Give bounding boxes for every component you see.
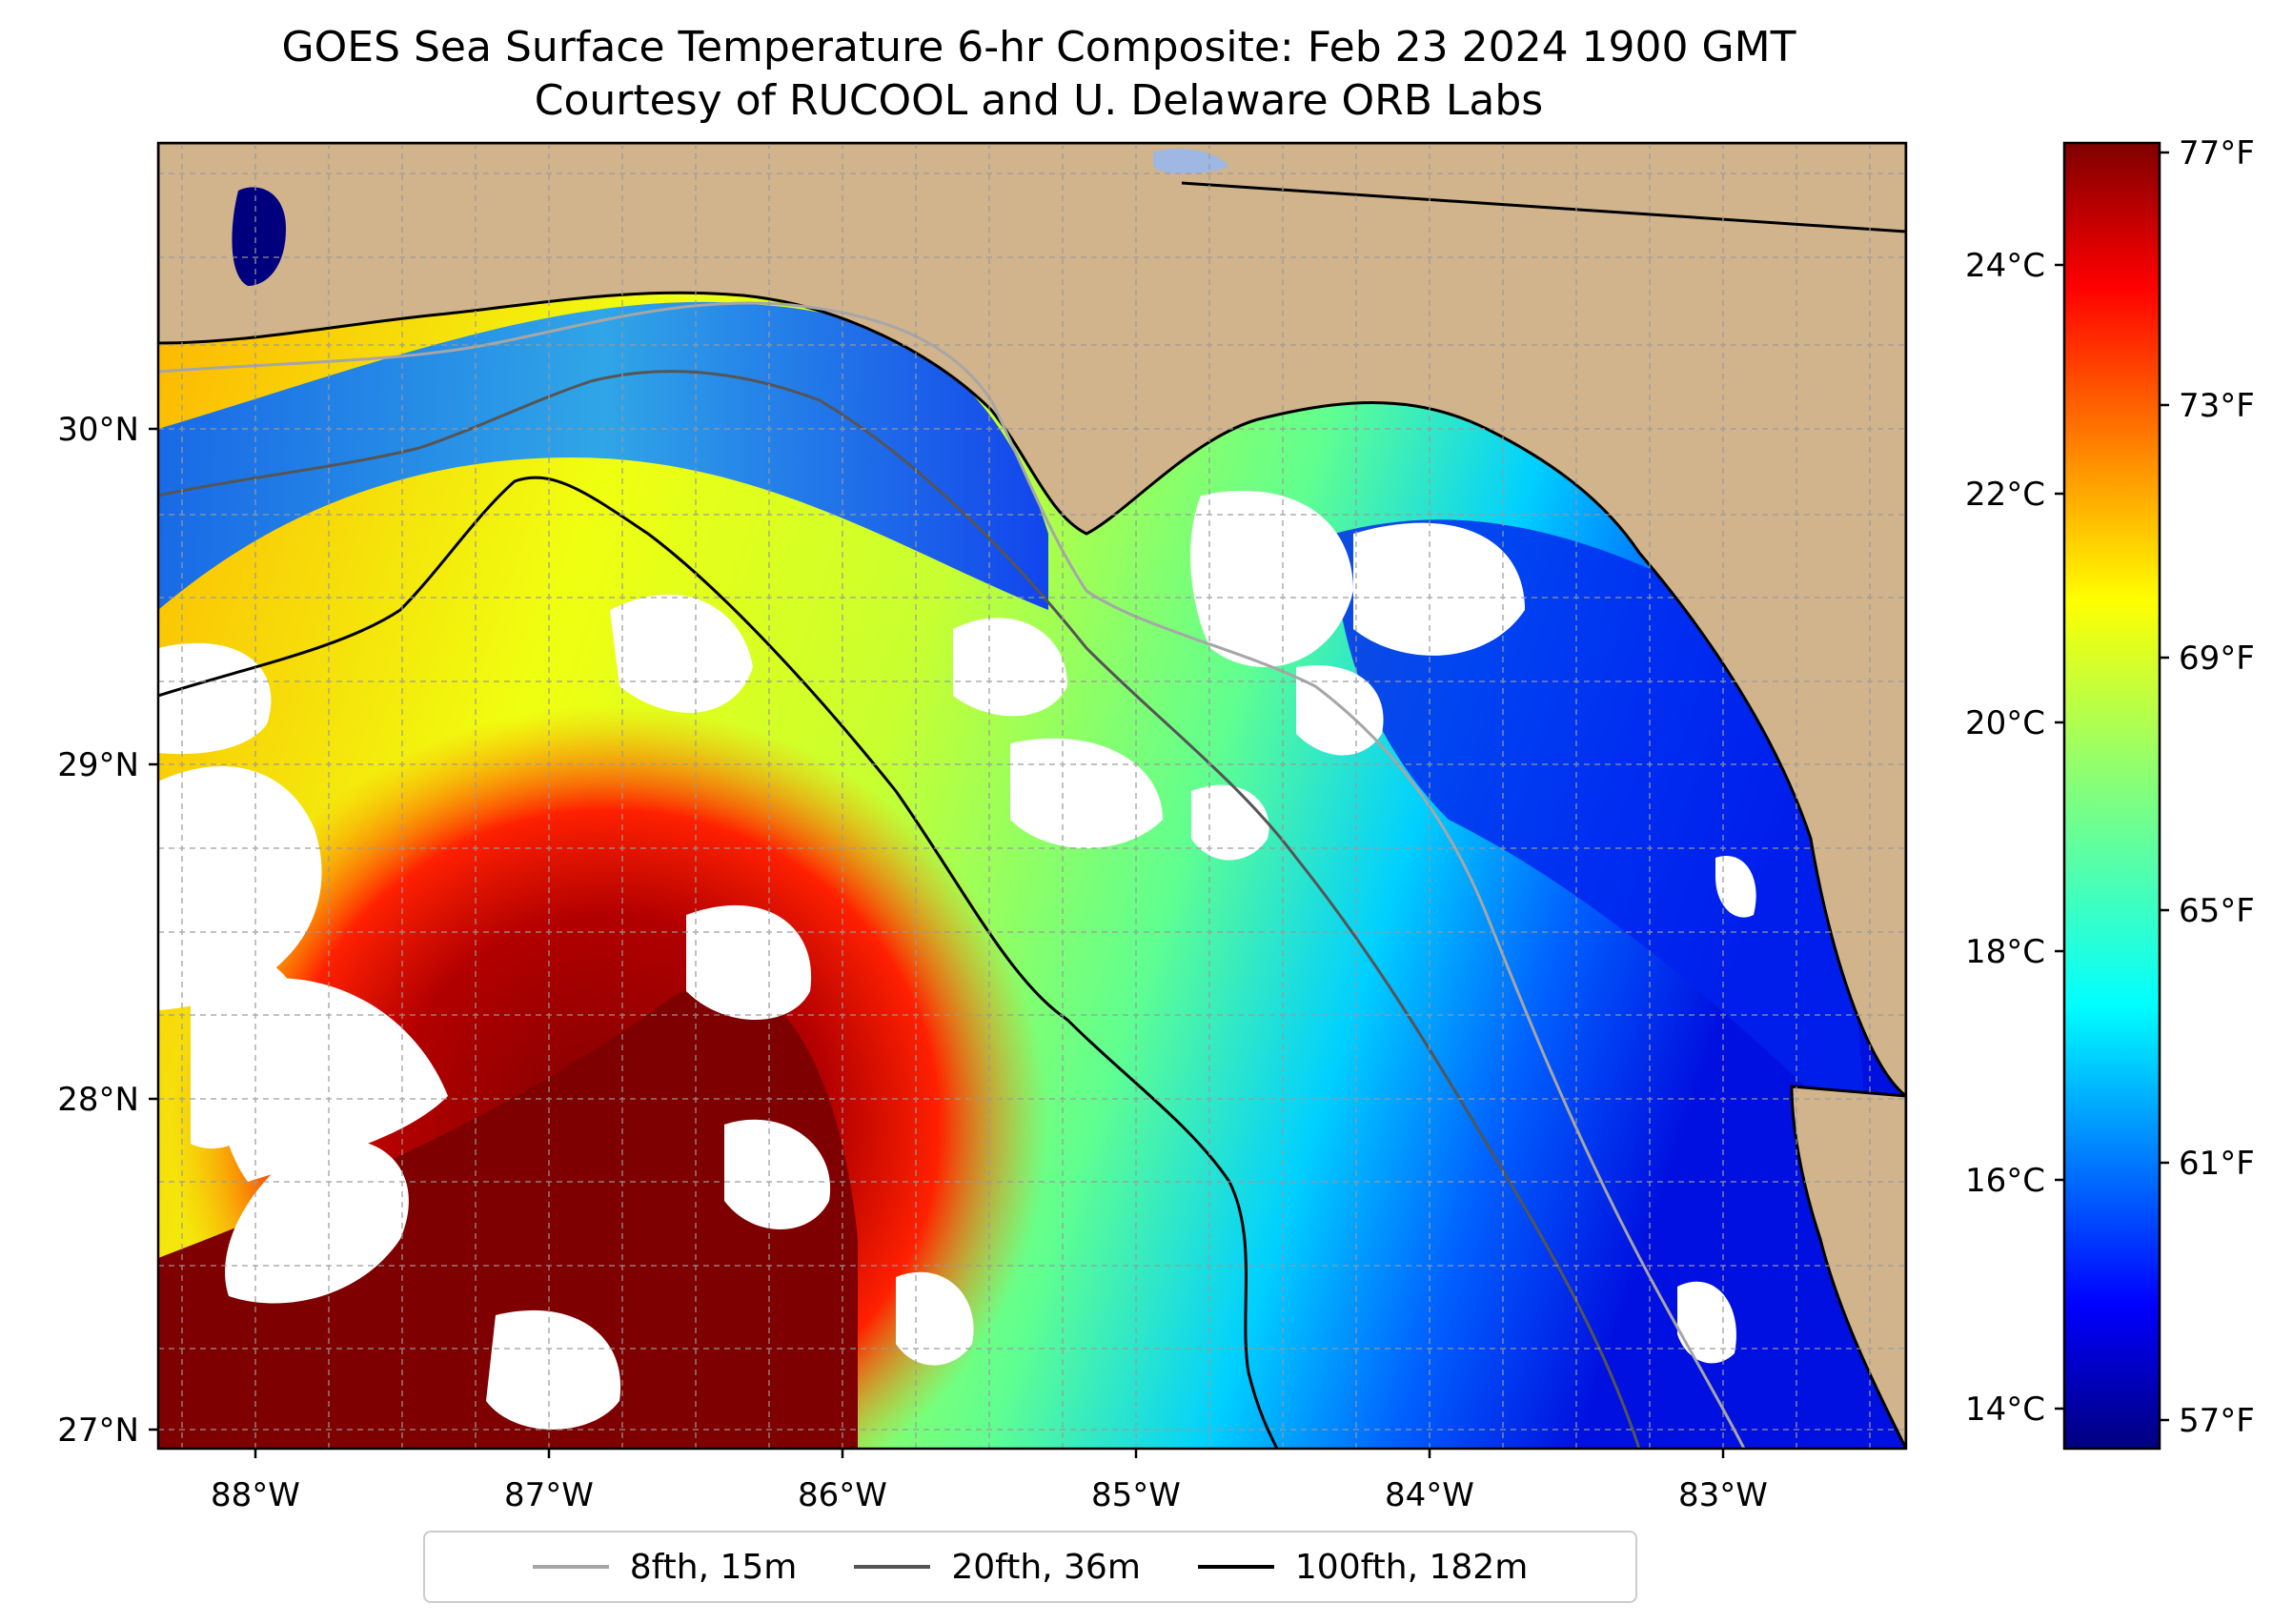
lat-tick-marks [149,427,158,1431]
shelf-cool-water [158,301,1048,610]
colorbar-fahrenheit-label: 77°F [2179,134,2255,173]
colorbar-celsius-label: 18°C [1965,933,2045,971]
land-mass [158,143,1906,1098]
lon-tick-label: 87°W [504,1476,594,1514]
colorbar [2062,141,2161,1451]
colorbar-fahrenheit-label: 57°F [2179,1402,2255,1440]
legend-swatch [854,1565,931,1569]
colorbar-fahrenheit-label: 65°F [2179,892,2255,930]
tampa-land [1790,1085,1906,1449]
legend-swatch [532,1565,609,1569]
lat-tick-label: 27°N [57,1411,139,1450]
legend-label: 8fth, 15m [629,1547,798,1587]
lon-tick-label: 85°W [1091,1476,1181,1514]
colorbar-fahrenheit-ticks [2160,151,2169,1422]
lon-tick-label: 84°W [1385,1476,1474,1514]
lat-tick-label: 28°N [57,1081,139,1119]
lat-tick-label: 29°N [57,746,139,784]
colorbar-fahrenheit-label: 69°F [2179,639,2255,678]
lat-tick-label: 30°N [57,411,139,449]
isobath-100fth-182m [158,476,1279,1449]
inland-lake [1153,148,1229,174]
lon-tick-label: 83°W [1678,1476,1768,1514]
mobile-bay [232,187,286,286]
lon-tick-marks [254,1449,1725,1458]
lon-tick-label: 88°W [211,1476,300,1514]
map-subtitle: Courtesy of RUCOOL and U. Delaware ORB L… [534,76,1544,125]
legend-label: 100fth, 182m [1294,1547,1529,1587]
legend-item: 100fth, 182m [1197,1547,1529,1587]
map-area [158,143,1906,1449]
colorbar-celsius-label: 20°C [1965,704,2045,742]
map-title: GOES Sea Surface Temperature 6-hr Compos… [281,23,1796,71]
colorbar-celsius-ticks [2055,263,2064,1411]
colorbar-celsius-label: 16°C [1965,1162,2045,1200]
gridlines [158,143,1906,1449]
isobath-legend: 8fth, 15m 20fth, 36m 100fth, 182m [423,1531,1637,1603]
colorbar-celsius-label: 14°C [1965,1391,2045,1429]
isobath-20fth-36m [158,370,1641,1449]
cloud-no-data-mask [158,490,1756,1430]
legend-swatch [1197,1565,1274,1569]
colorbar-celsius-label: 24°C [1965,247,2045,285]
lon-tick-label: 86°W [798,1476,887,1514]
colorbar-celsius-label: 22°C [1965,476,2045,514]
legend-label: 20fth, 36m [951,1547,1141,1587]
legend-item: 8fth, 15m [532,1547,798,1587]
state-boundary [1181,181,1906,233]
colorbar-fahrenheit-label: 73°F [2179,387,2255,425]
isobath-8fth-15m [158,301,1746,1449]
colorbar-fahrenheit-label: 61°F [2179,1145,2255,1183]
map-frame [156,141,1908,1451]
legend-item: 20fth, 36m [854,1548,1141,1587]
